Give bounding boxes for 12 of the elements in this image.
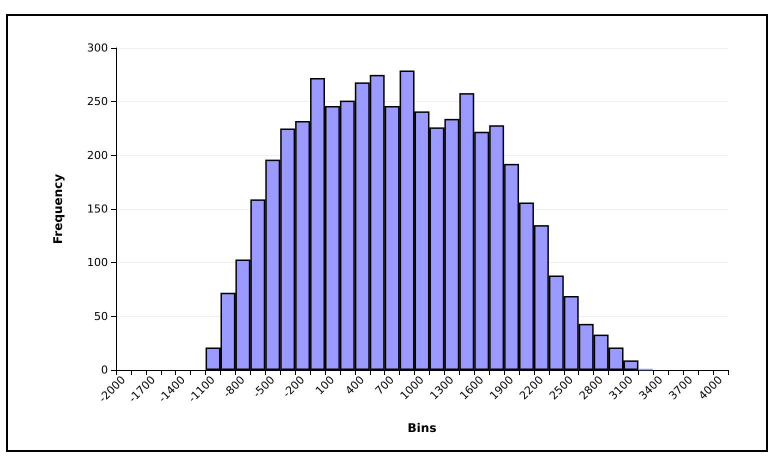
y-tick-label: 0 bbox=[101, 364, 108, 376]
y-tick-label: 300 bbox=[87, 42, 108, 54]
y-axis-title: Frequency bbox=[51, 174, 65, 244]
x-tick-label: 700 bbox=[372, 373, 397, 398]
y-tick-label: 100 bbox=[87, 256, 108, 270]
y-tick-label: 250 bbox=[87, 95, 108, 108]
x-tick-label: 100 bbox=[313, 373, 338, 398]
x-axis-title: Bins bbox=[408, 421, 436, 435]
y-tick-label: 150 bbox=[87, 202, 108, 216]
x-tick-label: 400 bbox=[342, 373, 367, 398]
y-tick-label: 200 bbox=[87, 148, 108, 162]
y-tick-label: 50 bbox=[94, 310, 108, 323]
